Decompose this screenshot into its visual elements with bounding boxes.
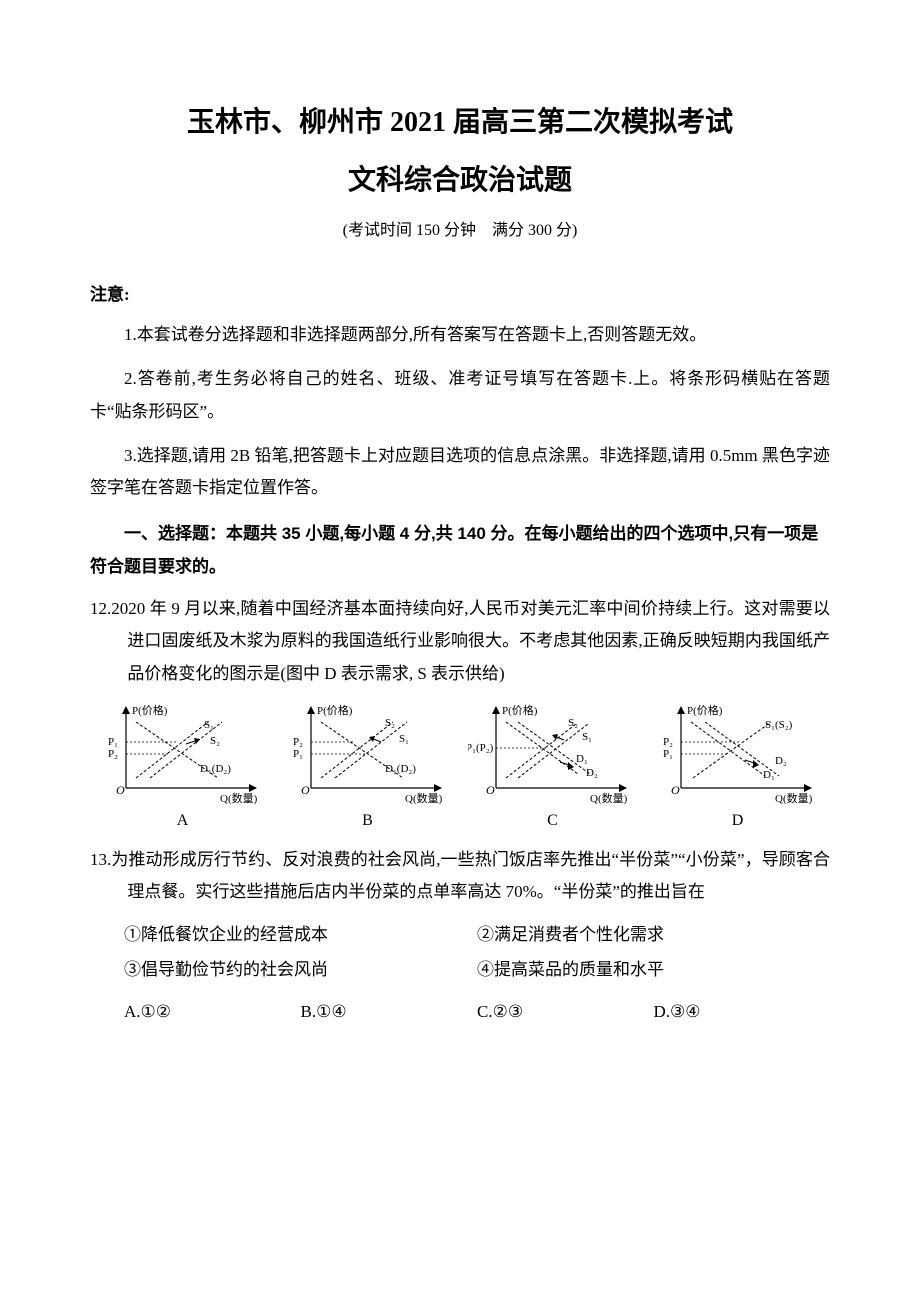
q13-opt-c: C.②③ xyxy=(477,994,654,1030)
svg-text:Q(数量): Q(数量) xyxy=(590,792,628,805)
axis-x-label: Q(数量) xyxy=(220,792,258,805)
svg-text:P(价格): P(价格) xyxy=(502,703,538,717)
svg-text:P(价格): P(价格) xyxy=(317,703,353,717)
chart-c: P(价格) Q(数量) O S₁ S₂ D₁ D₂ xyxy=(460,700,645,830)
q13-opt-1: ①降低餐饮企业的经营成本 xyxy=(124,917,477,953)
title-main: 玉林市、柳州市 2021 届高三第二次模拟考试 xyxy=(90,100,830,140)
question-13-text: 13.为推动形成厉行节约、反对浪费的社会风尚,一些热门饭店率先推出“半份菜”“小… xyxy=(90,844,830,909)
notice-label: 注意: xyxy=(90,280,830,305)
svg-text:S₂: S₂ xyxy=(385,717,395,729)
exam-page: 玉林市、柳州市 2021 届高三第二次模拟考试 文科综合政治试题 (考试时间 1… xyxy=(0,0,920,1090)
chart-c-label: C xyxy=(460,812,645,830)
svg-text:O: O xyxy=(301,783,310,797)
svg-text:O: O xyxy=(116,783,125,797)
question-12: 12.2020 年 9 月以来,随着中国经济基本面持续向好,人民币对美元汇率中间… xyxy=(90,593,830,690)
notice-2: 2.答卷前,考生务必将自己的姓名、班级、准考证号填写在答题卡.上。将条形码横贴在… xyxy=(90,363,830,428)
title-sub: 文科综合政治试题 xyxy=(90,158,830,198)
q13-opt-a: A.①② xyxy=(124,994,301,1030)
chart-d-label: D xyxy=(645,812,830,830)
svg-text:P₂: P₂ xyxy=(108,748,118,760)
svg-text:D₁(D₂): D₁(D₂) xyxy=(385,763,416,775)
svg-text:S₁(S₂): S₁(S₂) xyxy=(765,719,793,731)
question-12-text: 12.2020 年 9 月以来,随着中国经济基本面持续向好,人民币对美元汇率中间… xyxy=(90,593,830,690)
svg-text:P₁: P₁ xyxy=(663,748,673,760)
q13-circled-row2: ③倡导勤俭节约的社会风尚 ④提高菜品的质量和水平 xyxy=(90,952,830,988)
exam-info: (考试时间 150 分钟 满分 300 分) xyxy=(90,216,830,240)
q13-circled-row1: ①降低餐饮企业的经营成本 ②满足消费者个性化需求 xyxy=(90,917,830,953)
svg-text:D₁: D₁ xyxy=(763,769,775,781)
svg-text:S₁: S₁ xyxy=(582,731,592,743)
notice-3: 3.选择题,请用 2B 铅笔,把答题卡上对应题目选项的信息点涂黑。非选择题,请用… xyxy=(90,440,830,505)
svg-text:P₁(P₂): P₁(P₂) xyxy=(468,742,494,754)
svg-text:P₂: P₂ xyxy=(663,736,673,748)
svg-text:Q(数量): Q(数量) xyxy=(775,792,813,805)
q13-opt-2: ②满足消费者个性化需求 xyxy=(477,917,830,953)
svg-text:P₂: P₂ xyxy=(293,736,303,748)
q13-opt-d: D.③④ xyxy=(654,994,831,1030)
q13-opt-3: ③倡导勤俭节约的社会风尚 xyxy=(124,952,477,988)
svg-text:S₁: S₁ xyxy=(399,733,409,745)
q13-opt-4: ④提高菜品的质量和水平 xyxy=(477,952,830,988)
chart-b: P(价格) Q(数量) O D₁(D₂) S₁ S₂ P₂ P₁ xyxy=(275,700,460,830)
chart-b-label: B xyxy=(275,812,460,830)
svg-text:D₁: D₁ xyxy=(576,753,588,765)
q13-letter-options: A.①② B.①④ C.②③ D.③④ xyxy=(90,994,830,1030)
svg-text:P₁: P₁ xyxy=(108,736,118,748)
svg-text:S₁: S₁ xyxy=(204,719,214,731)
chart-a: P(价格) Q(数量) O D₁(D₂) S₁ S₂ P₁ P₂ xyxy=(90,700,275,830)
chart-d: P(价格) Q(数量) O S₁(S₂) D₁ D₂ P₂ P₁ xyxy=(645,700,830,830)
svg-text:D₁(D₂): D₁(D₂) xyxy=(200,763,231,775)
svg-text:S₂: S₂ xyxy=(568,717,578,729)
question-13: 13.为推动形成厉行节约、反对浪费的社会风尚,一些热门饭店率先推出“半份菜”“小… xyxy=(90,844,830,909)
svg-text:P(价格): P(价格) xyxy=(687,703,723,717)
svg-text:Q(数量): Q(数量) xyxy=(405,792,443,805)
svg-text:P₁: P₁ xyxy=(293,748,303,760)
charts-row: P(价格) Q(数量) O D₁(D₂) S₁ S₂ P₁ P₂ xyxy=(90,700,830,830)
svg-text:S₂: S₂ xyxy=(210,735,220,747)
svg-text:O: O xyxy=(671,783,680,797)
notice-1: 1.本套试卷分选择题和非选择题两部分,所有答案写在答题卡上,否则答题无效。 xyxy=(90,319,830,351)
axis-y-label: P(价格) xyxy=(132,703,168,717)
svg-text:D₂: D₂ xyxy=(586,767,598,779)
chart-a-label: A xyxy=(90,812,275,830)
q13-opt-b: B.①④ xyxy=(301,994,478,1030)
svg-text:D₂: D₂ xyxy=(775,755,787,767)
svg-text:O: O xyxy=(486,783,495,797)
section-1-header: 一、选择题：本题共 35 小题,每小题 4 分,共 140 分。在每小题给出的四… xyxy=(90,518,830,583)
